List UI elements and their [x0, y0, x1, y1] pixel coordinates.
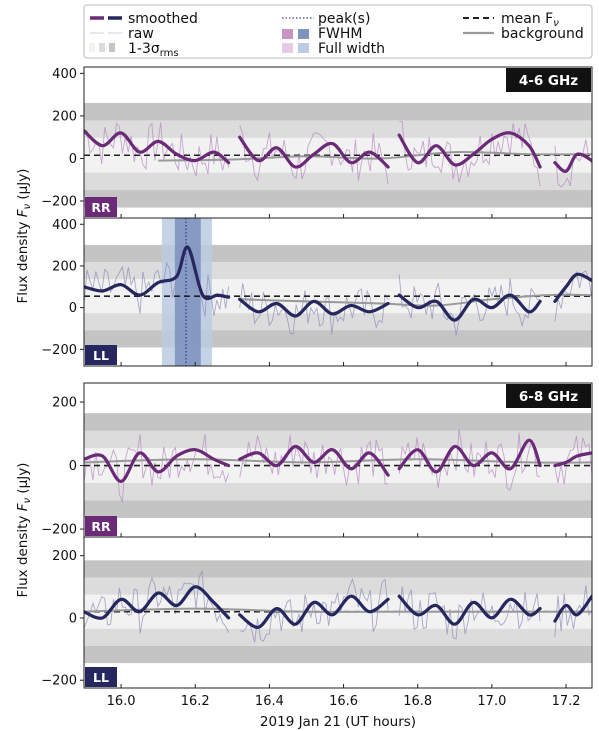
ylabel-lower: Flux density Fν (μJy) [15, 463, 33, 598]
legend-raw-label: raw [128, 26, 154, 42]
smoothed-trace-segment-1 [238, 297, 390, 318]
polarization-tag-bg [85, 345, 117, 365]
smoothed-trace-segment-3 [553, 451, 592, 468]
panel-frame [83, 536, 593, 689]
smoothed-trace-segment-2 [397, 131, 542, 169]
polarization-tag-bg [85, 197, 117, 217]
smoothed-trace-segment-2 [397, 438, 542, 474]
polarization-tag-label: RR [91, 200, 111, 215]
band-tag: 4-6 GHz [506, 68, 591, 92]
smoothed-trace-segment-1 [238, 594, 390, 629]
xtick-label: 16.6 [329, 694, 358, 709]
smoothed-trace-segment-2 [397, 293, 542, 322]
ytick-label: 200 [52, 549, 77, 564]
polarization-tag-rr: RR [85, 516, 117, 536]
legend-sigma-label: 1-3σrms [128, 41, 179, 59]
band-tag: 6-8 GHz [506, 384, 591, 408]
panel-rr-band2: −200 0 200 RR 6-8 GHz [41, 382, 593, 538]
fwhm-shade [174, 218, 201, 366]
panel-plot-area [84, 218, 592, 366]
xtick-label: 16.4 [255, 694, 284, 709]
background-curve [84, 607, 592, 613]
legend-fwhm-ll-swatch [298, 29, 309, 39]
ytick-label: −200 [41, 194, 77, 209]
ytick-label: 200 [52, 259, 77, 274]
panel-ll-band1: −200 0 200 400 LL [41, 217, 593, 367]
smoothed-trace-segment-3 [553, 152, 592, 173]
raw-trace-segment-0 [84, 242, 230, 317]
smoothed-trace-segment-3 [553, 272, 592, 303]
ytick-label: 0 [69, 611, 77, 626]
xtick-label: 16.0 [107, 694, 136, 709]
legend-fullwidth-label: Full width [318, 41, 385, 57]
ytick-label: 0 [69, 152, 77, 167]
ytick-label: 200 [52, 109, 77, 124]
polarization-tag-bg [85, 516, 117, 536]
smoothed-trace-segment-3 [553, 594, 592, 623]
legend-2sigma-swatch [99, 43, 105, 52]
panel-plot-area [84, 67, 592, 218]
ylabel-upper: Flux density Fν (μJy) [15, 169, 33, 304]
legend-fwhm-label: FWHM [318, 26, 363, 42]
polarization-tag-rr: RR [85, 197, 117, 217]
band-tag-label: 4-6 GHz [519, 73, 578, 89]
smoothed-trace-segment-0 [84, 585, 231, 620]
xlabel: 2019 Jan 21 (UT hours) [260, 714, 416, 730]
band-tag-bg [506, 68, 591, 92]
panel-plot-area [84, 537, 592, 688]
band-tag-label: 6-8 GHz [519, 389, 578, 405]
background-curve [84, 458, 592, 464]
smoothed-trace-segment-0 [84, 448, 231, 483]
xtick-label: 17.2 [552, 694, 581, 709]
panel-rr-band1: −200 0 200 400 RR 4-6 GHz [41, 66, 593, 219]
legend-fullwidth-rr-swatch [282, 43, 293, 53]
ytick-label: −200 [41, 674, 77, 689]
polarization-tag-label: LL [93, 670, 109, 685]
legend-1sigma-swatch [89, 43, 95, 52]
panel-plot-area [84, 383, 592, 537]
polarization-tag-bg [85, 667, 117, 687]
polarization-tag-label: RR [91, 519, 111, 534]
polarization-tag-ll: LL [85, 667, 117, 687]
legend: smoothed raw 1-3σrms peak(s) FWHM Full w… [83, 4, 593, 59]
legend-background-label: background [501, 26, 584, 42]
smoothed-trace-segment-1 [238, 135, 390, 169]
legend-3sigma-swatch [109, 43, 115, 52]
ytick-label: 0 [69, 459, 77, 474]
band-tag-bg [506, 384, 591, 408]
xtick-label: 16.8 [403, 694, 432, 709]
ytick-label: 400 [52, 67, 77, 82]
legend-smoothed-label: smoothed [128, 11, 198, 27]
ytick-label: −200 [41, 343, 77, 358]
legend-fwhm-rr-swatch [282, 29, 293, 39]
raw-trace-segment-3 [554, 585, 592, 637]
panel-ll-band2: −200 0 200 16.0 16.2 16.4 16.6 16.8 17.0 17.2 LL [41, 536, 593, 709]
legend-mean-label: mean Fν [501, 11, 559, 29]
ytick-label: 0 [69, 301, 77, 316]
polarization-tag-label: LL [93, 348, 109, 363]
legend-fullwidth-ll-swatch [298, 43, 309, 53]
background-curve [239, 293, 592, 307]
smoothed-trace-segment-0 [84, 129, 231, 165]
polarization-tag-ll: LL [85, 345, 117, 365]
ytick-label: −200 [41, 523, 77, 538]
xtick-label: 17.0 [477, 694, 506, 709]
raw-trace-segment-2 [399, 121, 541, 187]
panel-frame [83, 217, 593, 367]
smoothed-trace-segment-0 [84, 245, 231, 301]
legend-peak-label: peak(s) [318, 11, 370, 27]
ytick-label: 200 [52, 396, 77, 411]
panels: −200 0 200 400 RR 4-6 GHz −200 0 200 400 LL −200 0 20… [41, 66, 593, 709]
smoothed-trace-segment-2 [397, 594, 542, 626]
xtick-label: 16.2 [181, 694, 210, 709]
ytick-label: 400 [52, 218, 77, 233]
smoothed-trace-segment-1 [238, 444, 390, 477]
raw-trace-segment-0 [84, 122, 230, 177]
